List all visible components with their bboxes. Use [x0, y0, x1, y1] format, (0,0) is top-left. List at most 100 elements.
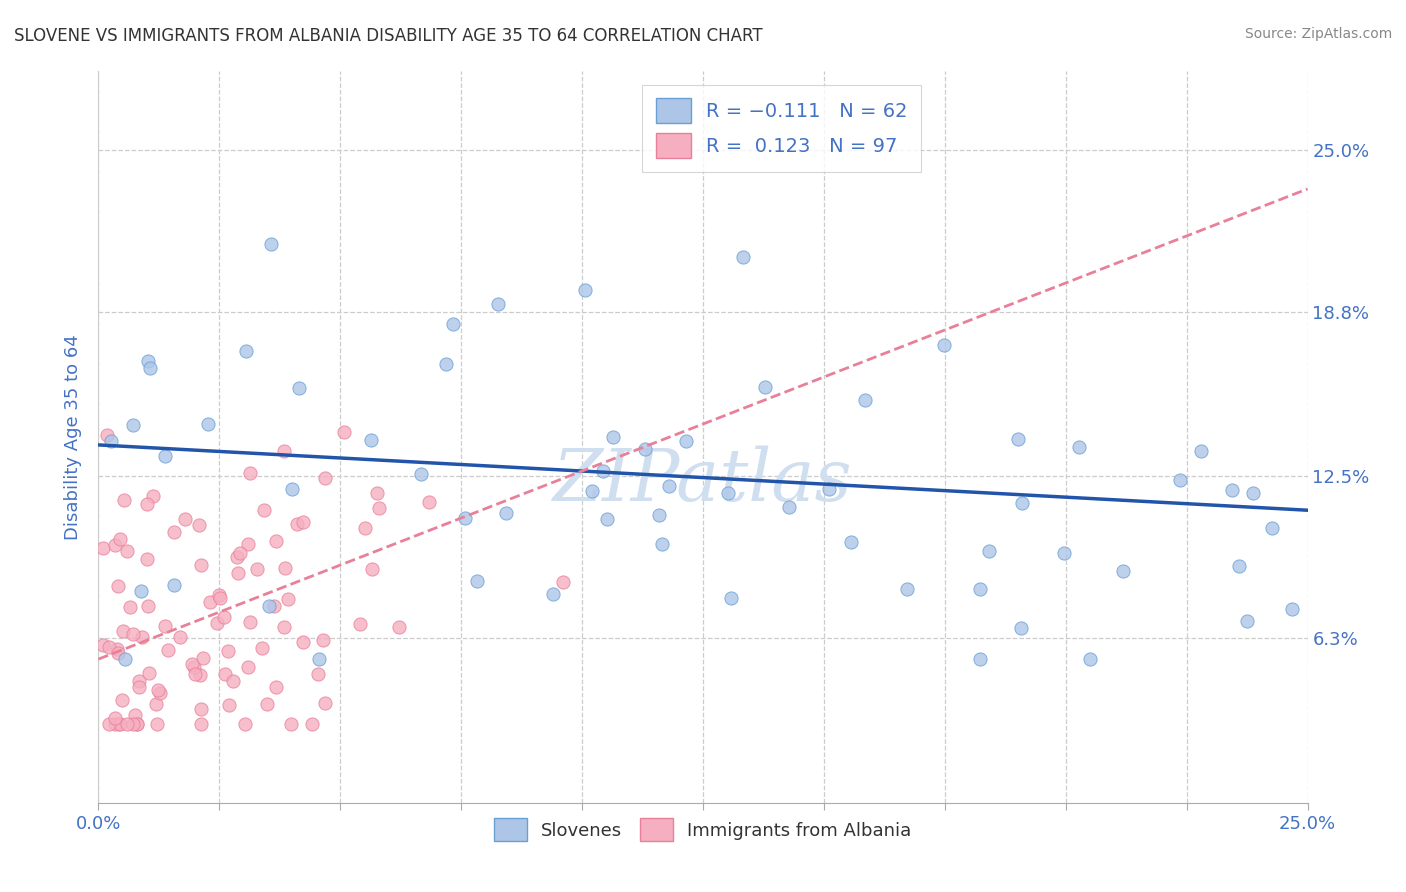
- Point: [1227, 559, 1250, 574]
- Point: [162, 525, 184, 540]
- Point: [112, 493, 135, 508]
- Point: [142, 489, 165, 503]
- Point: [733, 250, 755, 264]
- Point: [541, 587, 564, 601]
- Point: [1220, 483, 1243, 498]
- Point: [173, 512, 195, 526]
- Point: [818, 483, 841, 497]
- Point: [104, 711, 127, 725]
- Point: [969, 582, 991, 596]
- Point: [226, 550, 249, 565]
- Point: [658, 479, 681, 493]
- Point: [648, 508, 671, 522]
- Point: [114, 652, 136, 666]
- Point: [280, 482, 302, 496]
- Point: [183, 666, 205, 681]
- Point: [188, 517, 211, 532]
- Point: [136, 497, 159, 511]
- Text: Source: ZipAtlas.com: Source: ZipAtlas.com: [1244, 27, 1392, 41]
- Point: [250, 641, 273, 656]
- Point: [124, 707, 146, 722]
- Point: [1281, 601, 1303, 615]
- Point: [131, 631, 153, 645]
- Point: [253, 503, 276, 517]
- Point: [418, 495, 440, 509]
- Point: [157, 643, 180, 657]
- Point: [1111, 565, 1133, 579]
- Point: [486, 297, 509, 311]
- Point: [148, 683, 170, 698]
- Point: [108, 717, 131, 731]
- Point: [839, 535, 862, 549]
- Point: [190, 717, 212, 731]
- Point: [360, 433, 382, 447]
- Point: [368, 501, 391, 516]
- Point: [136, 551, 159, 566]
- Point: [183, 660, 205, 674]
- Point: [236, 537, 259, 551]
- Point: [312, 633, 335, 648]
- Point: [675, 434, 697, 449]
- Point: [314, 696, 336, 710]
- Point: [1053, 546, 1076, 560]
- Point: [1011, 496, 1033, 510]
- Point: [853, 392, 876, 407]
- Point: [1007, 433, 1029, 447]
- Point: [127, 717, 149, 731]
- Point: [434, 357, 457, 371]
- Point: [226, 566, 249, 581]
- Point: [1010, 621, 1032, 635]
- Point: [239, 466, 262, 480]
- Point: [115, 717, 138, 731]
- Point: [574, 283, 596, 297]
- Point: [214, 666, 236, 681]
- Point: [128, 680, 150, 694]
- Point: [411, 467, 433, 481]
- Point: [138, 665, 160, 680]
- Point: [97, 640, 120, 654]
- Point: [235, 343, 257, 358]
- Point: [110, 532, 132, 546]
- Point: [634, 442, 657, 456]
- Point: [169, 631, 191, 645]
- Point: [190, 558, 212, 573]
- Point: [91, 541, 114, 555]
- Point: [1168, 473, 1191, 487]
- Point: [155, 450, 177, 464]
- Point: [277, 591, 299, 606]
- Point: [91, 638, 114, 652]
- Point: [149, 686, 172, 700]
- Point: [301, 717, 323, 731]
- Point: [245, 562, 267, 576]
- Point: [1236, 614, 1258, 628]
- Point: [190, 702, 212, 716]
- Point: [264, 533, 287, 548]
- Point: [104, 538, 127, 552]
- Point: [314, 471, 336, 485]
- Point: [1069, 440, 1091, 454]
- Point: [333, 425, 356, 440]
- Point: [115, 544, 138, 558]
- Point: [139, 361, 162, 376]
- Point: [717, 486, 740, 500]
- Point: [273, 444, 295, 458]
- Point: [932, 337, 955, 351]
- Point: [162, 577, 184, 591]
- Point: [1189, 444, 1212, 458]
- Point: [136, 599, 159, 613]
- Point: [222, 673, 245, 688]
- Point: [239, 615, 262, 629]
- Point: [218, 698, 240, 712]
- Point: [217, 644, 239, 658]
- Point: [596, 511, 619, 525]
- Point: [285, 517, 308, 532]
- Point: [754, 380, 776, 394]
- Point: [108, 717, 131, 731]
- Point: [180, 657, 202, 671]
- Point: [107, 579, 129, 593]
- Point: [100, 434, 122, 448]
- Point: [1241, 485, 1264, 500]
- Point: [720, 591, 742, 605]
- Point: [273, 561, 295, 575]
- Point: [291, 634, 314, 648]
